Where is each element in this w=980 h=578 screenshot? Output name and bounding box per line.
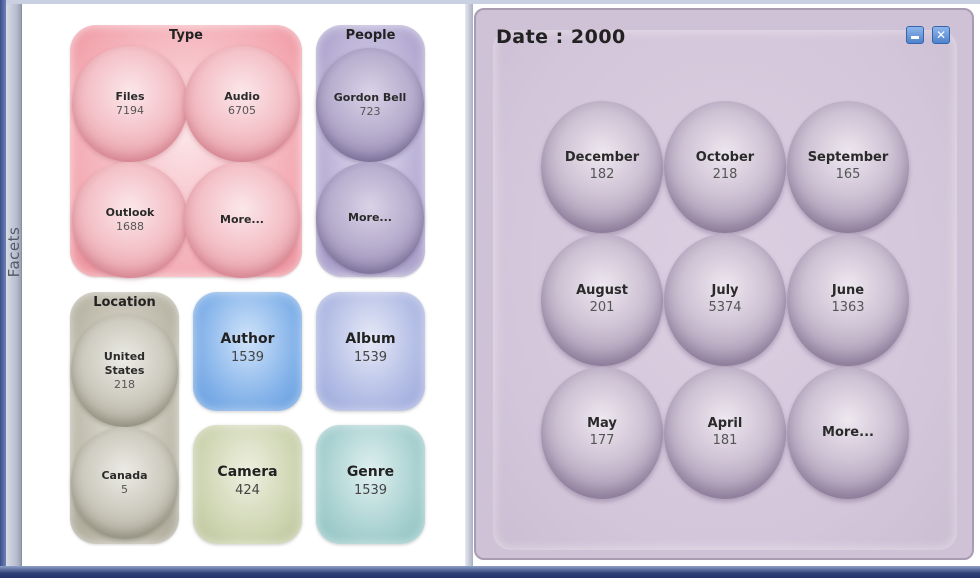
bubble-count: 1688	[116, 220, 144, 233]
tile-label: Author	[220, 331, 275, 347]
window-bottom-border	[0, 566, 980, 578]
bubble-label: October	[695, 150, 755, 166]
bubble-label: September	[807, 150, 889, 166]
panel-splitter[interactable]	[465, 4, 473, 566]
bubble-label: Audio	[224, 89, 260, 103]
bubble-count: 6705	[228, 104, 256, 117]
people-gordon-bell-bubble[interactable]: Gordon Bell 723	[316, 48, 424, 162]
tile-label: Genre	[346, 464, 395, 480]
author-facet-tile[interactable]: Author 1539	[193, 292, 302, 411]
type-more-bubble[interactable]: More...	[184, 162, 300, 278]
month-more-bubble[interactable]: More...	[787, 367, 909, 499]
tile-label: Camera	[217, 464, 278, 480]
bubble-count: 1363	[831, 300, 865, 315]
bubble-count: 218	[712, 167, 738, 182]
genre-facet-tile[interactable]: Genre 1539	[316, 425, 425, 544]
month-september-bubble[interactable]: September 165	[787, 101, 909, 233]
bubble-count: 5374	[708, 300, 742, 315]
month-august-bubble[interactable]: August 201	[541, 234, 663, 366]
window-left-border	[0, 0, 6, 578]
bubble-label: May	[587, 416, 617, 432]
bubble-count: 218	[114, 378, 135, 392]
bubble-count: 201	[589, 300, 615, 315]
date-panel-title: Date : 2000	[496, 26, 626, 48]
bubble-label: July	[711, 283, 739, 299]
close-icon[interactable]: ✕	[932, 26, 950, 44]
tile-count: 424	[235, 482, 260, 498]
bubble-count: 5	[121, 483, 128, 496]
bubble-count: 165	[835, 167, 861, 182]
bubble-count: 7194	[116, 104, 144, 117]
bubble-label: More...	[822, 424, 874, 440]
bubble-label: More...	[348, 210, 392, 224]
month-june-bubble[interactable]: June 1363	[787, 234, 909, 366]
bubble-label: April	[707, 416, 743, 432]
bubble-label-line2: States	[104, 363, 145, 377]
minimize-icon[interactable]	[906, 26, 924, 44]
type-files-bubble[interactable]: Files 7194	[72, 46, 188, 162]
tile-count: 1539	[353, 349, 388, 365]
type-group-title: Type	[169, 28, 203, 43]
bubble-count: 182	[589, 167, 615, 182]
bubble-label-line1: United	[103, 349, 146, 363]
bubble-label: Gordon Bell	[333, 90, 407, 104]
bubble-label: Outlook	[105, 205, 155, 219]
month-december-bubble[interactable]: December 182	[541, 101, 663, 233]
bubble-label: June	[831, 283, 865, 299]
location-canada-bubble[interactable]: Canada 5	[71, 427, 178, 539]
camera-facet-tile[interactable]: Camera 424	[193, 425, 302, 544]
bubble-label: August	[576, 283, 628, 299]
bubble-label: Files	[115, 89, 145, 103]
bubble-label: December	[564, 150, 640, 166]
location-united-states-bubble[interactable]: United States 218	[71, 315, 178, 427]
people-more-bubble[interactable]: More...	[316, 162, 424, 274]
location-group-title: Location	[93, 295, 156, 310]
bubble-label: More...	[220, 212, 264, 226]
type-audio-bubble[interactable]: Audio 6705	[184, 46, 300, 162]
month-july-bubble[interactable]: July 5374	[664, 234, 786, 366]
window-top-border	[0, 0, 980, 4]
month-may-bubble[interactable]: May 177	[541, 367, 663, 499]
tile-count: 1539	[230, 349, 265, 365]
tile-count: 1539	[353, 482, 388, 498]
album-facet-tile[interactable]: Album 1539	[316, 292, 425, 411]
type-outlook-bubble[interactable]: Outlook 1688	[72, 162, 188, 278]
people-group-title: People	[345, 28, 396, 43]
bubble-count: 723	[359, 105, 381, 118]
facets-tab-label: Facets	[5, 226, 23, 278]
month-april-bubble[interactable]: April 181	[664, 367, 786, 499]
month-october-bubble[interactable]: October 218	[664, 101, 786, 233]
bubble-label: Canada	[101, 468, 148, 482]
bubble-count: 181	[712, 433, 738, 448]
bubble-count: 177	[589, 433, 615, 448]
facets-tab[interactable]	[6, 4, 22, 566]
tile-label: Album	[345, 331, 396, 347]
